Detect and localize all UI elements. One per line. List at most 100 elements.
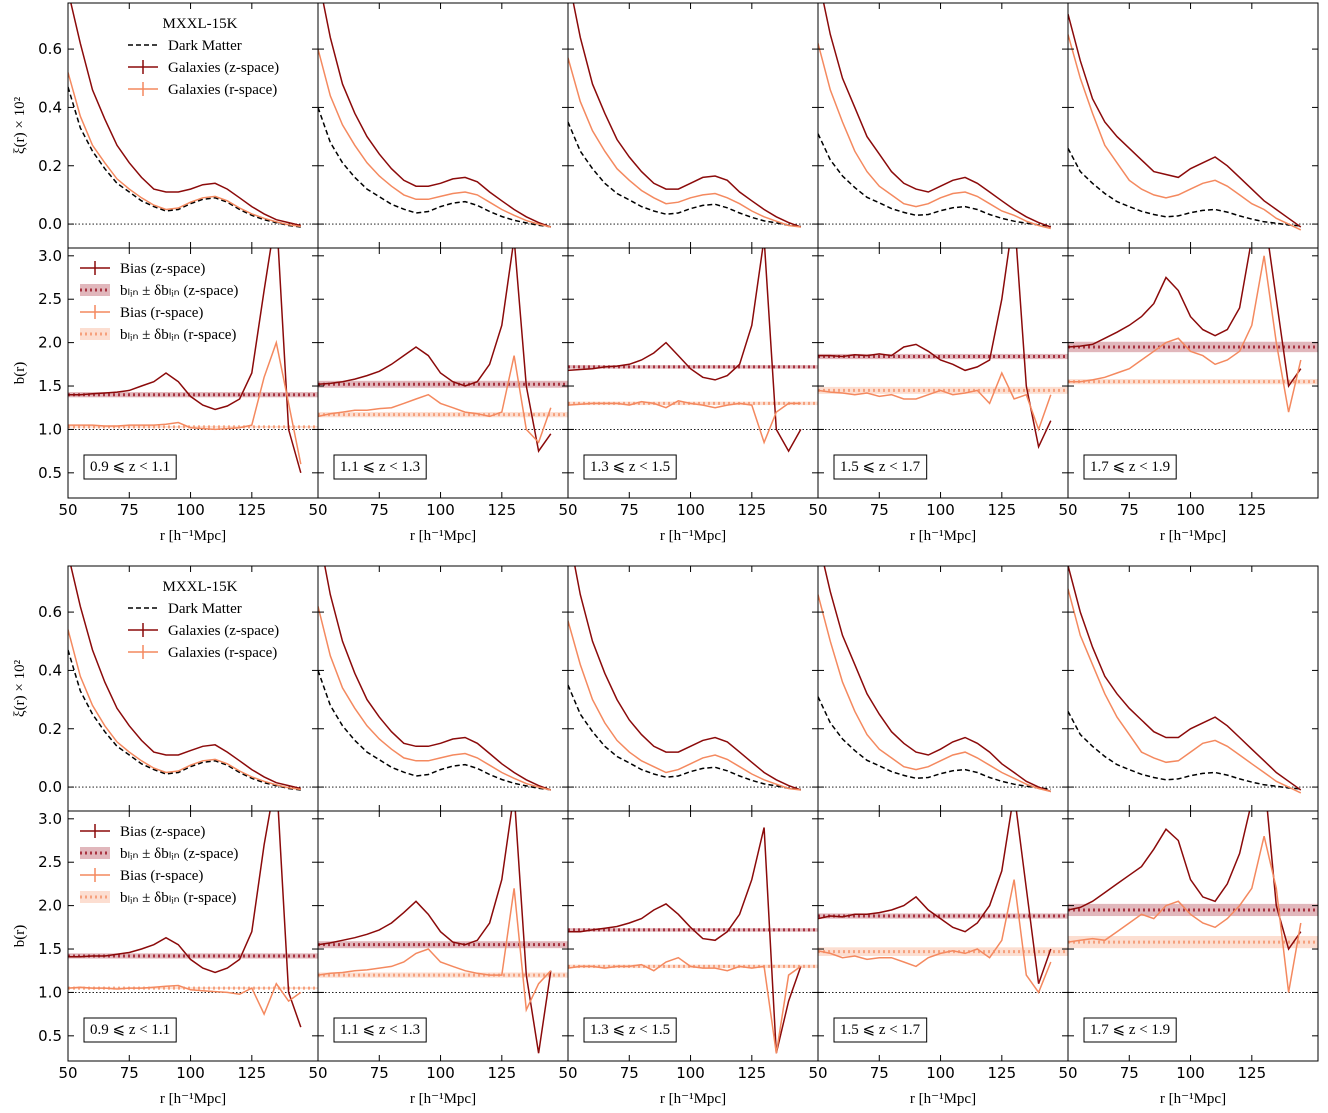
legend-label: Dark Matter xyxy=(168,38,242,54)
y-tick-label: 0.6 xyxy=(38,40,62,58)
legend-label: Bias (z-space) xyxy=(120,261,205,277)
series-line xyxy=(1068,147,1301,227)
x-tick-label: 100 xyxy=(926,501,955,519)
plot-area xyxy=(68,248,318,474)
series-line xyxy=(818,811,1052,984)
y-tick-label: 0.4 xyxy=(38,661,62,679)
plot-area xyxy=(818,566,1068,793)
x-tick-label: 100 xyxy=(176,501,205,519)
series-line xyxy=(818,133,1051,227)
redshift-label: 1.7 ⩽ z < 1.9 xyxy=(1090,459,1170,475)
x-tick-label: 100 xyxy=(1176,1064,1205,1082)
panel-frame xyxy=(1067,247,1319,499)
series-line xyxy=(818,371,1052,432)
plot-area xyxy=(818,3,1068,230)
x-axis-label: r [h⁻¹Mpc] xyxy=(410,1091,476,1107)
plot-area xyxy=(68,811,318,1028)
series-line xyxy=(1068,566,1302,791)
x-tick-label: 100 xyxy=(926,1064,955,1082)
redshift-box xyxy=(1083,1017,1177,1043)
series-line xyxy=(68,339,302,465)
series-line xyxy=(818,696,1051,790)
series-line xyxy=(324,566,552,791)
x-tick-label: 125 xyxy=(738,501,767,519)
y-tick-label: 0.5 xyxy=(38,1027,62,1045)
series-line xyxy=(68,982,302,1016)
series-line xyxy=(1068,811,1302,951)
panel-frame xyxy=(317,565,569,812)
legend-title: MXXL-15K xyxy=(163,16,238,32)
redshift-label: 0.9 ⩽ z < 1.1 xyxy=(90,1022,170,1038)
x-tick-label: 100 xyxy=(426,501,455,519)
x-axis-label: r [h⁻¹Mpc] xyxy=(160,528,226,544)
plot-area xyxy=(1068,811,1318,993)
x-tick-label: 125 xyxy=(488,1064,517,1082)
series-line xyxy=(823,566,1052,793)
plot-area xyxy=(68,3,318,228)
series-line xyxy=(568,827,802,1054)
plot-area xyxy=(1068,13,1318,231)
y-tick-label: 0.0 xyxy=(38,778,62,796)
x-tick-label: 75 xyxy=(120,501,139,519)
y-tick-label: 1.0 xyxy=(38,983,62,1001)
x-axis-label: r [h⁻¹Mpc] xyxy=(660,528,726,544)
y-tick-label: 0.2 xyxy=(38,720,62,738)
series-line xyxy=(1068,34,1302,231)
x-tick-label: 100 xyxy=(1176,501,1205,519)
redshift-box xyxy=(333,454,427,480)
series-line xyxy=(68,72,301,228)
redshift-label: 1.1 ⩽ z < 1.3 xyxy=(340,459,420,475)
series-line xyxy=(68,629,301,791)
redshift-label: 1.1 ⩽ z < 1.3 xyxy=(340,1022,420,1038)
redshift-box xyxy=(583,454,677,480)
plot-area xyxy=(1068,566,1318,794)
x-tick-label: 50 xyxy=(308,1064,327,1082)
redshift-label: 1.5 ⩽ z < 1.7 xyxy=(840,459,921,475)
series-line xyxy=(68,811,302,1028)
y-tick-label: 0.6 xyxy=(38,603,62,621)
x-axis-label: r [h⁻¹Mpc] xyxy=(1160,528,1226,544)
legend-label: bₗᵢₙ ± δbₗᵢₙ (z-space) xyxy=(120,283,238,299)
legend-label: Galaxies (z-space) xyxy=(168,60,279,76)
x-tick-label: 125 xyxy=(988,501,1017,519)
series-line xyxy=(568,121,801,228)
x-tick-label: 50 xyxy=(58,1064,77,1082)
x-tick-label: 75 xyxy=(1120,1064,1139,1082)
legend-label: Galaxies (r-space) xyxy=(168,82,277,98)
panel-frame xyxy=(1067,2,1319,249)
series-line xyxy=(68,649,301,791)
series-line xyxy=(568,57,801,228)
y-axis-label: ξ(r) × 10² xyxy=(12,659,28,717)
panel-frame xyxy=(567,565,819,812)
x-tick-label: 50 xyxy=(808,501,827,519)
redshift-box xyxy=(1083,454,1177,480)
x-tick-label: 75 xyxy=(870,501,889,519)
redshift-label: 1.7 ⩽ z < 1.9 xyxy=(1090,1022,1170,1038)
series-line xyxy=(1068,13,1302,228)
legend-label: Bias (r-space) xyxy=(120,305,203,321)
x-tick-label: 50 xyxy=(1058,1064,1077,1082)
x-axis-label: r [h⁻¹Mpc] xyxy=(910,1091,976,1107)
y-tick-label: 2.0 xyxy=(38,897,62,915)
y-tick-label: 2.0 xyxy=(38,334,62,352)
series-line xyxy=(572,3,802,228)
x-axis-label: r [h⁻¹Mpc] xyxy=(660,1091,726,1107)
y-axis-label: b(r) xyxy=(12,362,28,385)
panel-frame xyxy=(567,2,819,249)
plot-area xyxy=(568,566,818,791)
legend-label: Bias (r-space) xyxy=(120,868,203,884)
redshift-box xyxy=(833,454,928,480)
x-tick-label: 125 xyxy=(488,501,517,519)
redshift-box xyxy=(833,1017,928,1043)
legend-label: Galaxies (z-space) xyxy=(168,623,279,639)
x-tick-label: 75 xyxy=(370,501,389,519)
y-tick-label: 1.5 xyxy=(38,377,62,395)
plot-area xyxy=(318,248,568,453)
x-tick-label: 100 xyxy=(176,1064,205,1082)
redshift-label: 1.3 ⩽ z < 1.5 xyxy=(590,1022,670,1038)
x-tick-label: 100 xyxy=(426,1064,455,1082)
series-line xyxy=(318,355,552,444)
plot-area xyxy=(818,248,1068,450)
x-tick-label: 50 xyxy=(558,1064,577,1082)
